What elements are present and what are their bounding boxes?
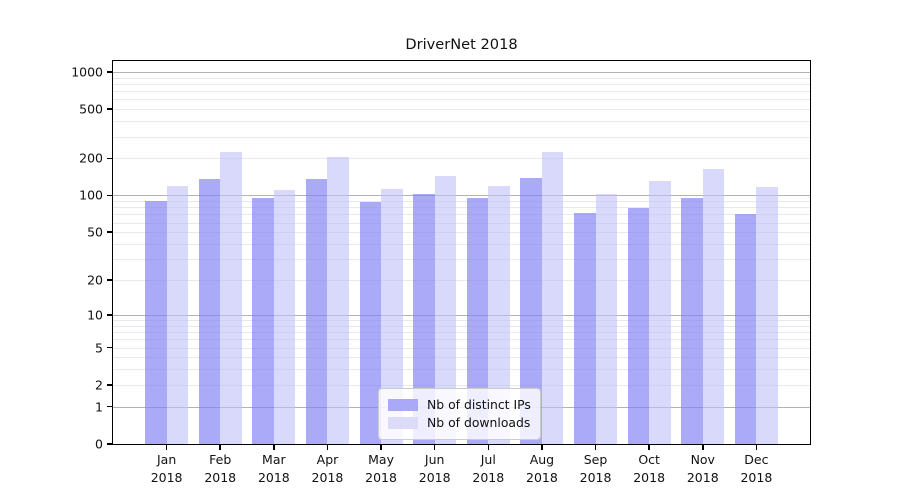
x-tick-mark: [273, 445, 275, 450]
bar-downloads-sep: [595, 193, 618, 444]
y-tick-mark: [107, 231, 112, 234]
legend-box: Nb of distinct IPs Nb of downloads: [378, 388, 541, 440]
bar-downloads-dec: [756, 187, 778, 444]
bar-downloads-oct: [649, 180, 671, 444]
bar-downloads-nov: [702, 168, 725, 444]
y-tick-mark: [107, 157, 112, 160]
x-tick-label-feb: Feb 2018: [204, 452, 237, 485]
x-tick-mark: [541, 445, 543, 450]
y-tick-mark: [107, 443, 112, 445]
gridline-minor: [113, 83, 810, 85]
y-tick-label: 0: [95, 436, 103, 452]
y-tick-label: 1000: [71, 64, 103, 80]
bar-distinct-ips-mar: [252, 197, 274, 444]
legend-item-distinct-ips: Nb of distinct IPs: [388, 396, 531, 413]
y-tick-label: 20: [87, 272, 103, 288]
y-tick-mark: [107, 279, 112, 281]
legend-item-downloads: Nb of downloads: [388, 414, 531, 431]
x-tick-label-aug: Aug 2018: [526, 452, 558, 485]
y-tick-mark: [107, 346, 112, 349]
bar-downloads-jul: [488, 185, 510, 444]
bar-downloads-aug: [541, 151, 564, 444]
bar-distinct-ips-sep: [574, 212, 596, 444]
gridline-minor: [113, 121, 810, 123]
bar-distinct-ips-jul: [466, 197, 489, 444]
gridline-minor: [113, 91, 810, 93]
x-tick-label-may: May 2018: [365, 452, 397, 485]
x-tick-label-apr: Apr 2018: [311, 452, 344, 485]
bar-downloads-mar: [273, 190, 296, 444]
y-tick-label: 1: [95, 399, 103, 415]
gridline-minor: [113, 109, 810, 111]
x-tick-label-jan: Jan 2018: [150, 452, 183, 485]
bar-downloads-jun: [434, 175, 457, 444]
gridline-minor: [113, 99, 810, 101]
x-tick-label-jun: Jun 2018: [418, 452, 451, 485]
bar-downloads-feb: [220, 152, 242, 444]
x-tick-mark: [326, 445, 329, 450]
gridline-minor: [113, 77, 810, 79]
y-tick-label: 2: [95, 377, 103, 393]
x-tick-label-dec: Dec 2018: [740, 452, 773, 485]
x-tick-mark: [648, 445, 650, 450]
x-tick-label-mar: Mar 2018: [257, 452, 290, 485]
x-tick-mark: [380, 445, 382, 450]
y-tick-label: 50: [87, 224, 103, 240]
y-tick-label: 100: [79, 187, 103, 203]
chart-title: DriverNet 2018: [405, 36, 518, 53]
legend-label-downloads: Nb of downloads: [427, 415, 531, 430]
y-tick-label: 500: [79, 101, 103, 117]
x-tick-label-jul: Jul 2018: [472, 452, 505, 485]
x-tick-mark: [433, 445, 436, 450]
legend-swatch-distinct-ips: [388, 398, 418, 411]
y-tick-mark: [107, 384, 112, 386]
x-tick-label-nov: Nov 2018: [686, 452, 719, 485]
x-tick-mark: [219, 445, 222, 450]
y-tick-mark: [107, 405, 112, 408]
x-tick-label-sep: Sep 2018: [579, 452, 612, 485]
y-tick-label: 10: [87, 307, 103, 323]
bar-distinct-ips-dec: [734, 214, 757, 444]
bar-distinct-ips-jun: [413, 194, 435, 444]
bar-distinct-ips-jan: [145, 201, 167, 444]
x-tick-mark: [755, 445, 758, 450]
y-tick-mark: [107, 71, 112, 73]
gridline-major: [113, 71, 810, 73]
x-tick-label-oct: Oct 2018: [633, 452, 666, 485]
y-tick-mark: [107, 194, 112, 197]
bar-distinct-ips-may: [359, 202, 382, 444]
bar-distinct-ips-aug: [520, 177, 542, 444]
bar-downloads-may: [381, 188, 403, 444]
x-tick-mark: [165, 445, 168, 450]
bar-distinct-ips-feb: [198, 178, 221, 444]
y-tick-mark: [107, 314, 112, 316]
bar-distinct-ips-oct: [627, 208, 650, 444]
legend-label-distinct-ips: Nb of distinct IPs: [427, 397, 531, 412]
y-tick-label: 5: [95, 340, 103, 355]
gridline-minor: [113, 136, 810, 138]
legend-swatch-downloads: [388, 416, 418, 429]
bar-distinct-ips-nov: [681, 197, 703, 444]
x-tick-mark: [701, 445, 704, 450]
gridline-minor: [113, 158, 810, 160]
bar-downloads-apr: [327, 157, 349, 444]
x-tick-mark: [487, 445, 490, 450]
bar-downloads-jan: [166, 186, 189, 444]
y-tick-mark: [107, 108, 112, 110]
x-tick-mark: [594, 445, 597, 450]
y-tick-label: 200: [79, 150, 103, 166]
bar-distinct-ips-apr: [305, 179, 328, 444]
